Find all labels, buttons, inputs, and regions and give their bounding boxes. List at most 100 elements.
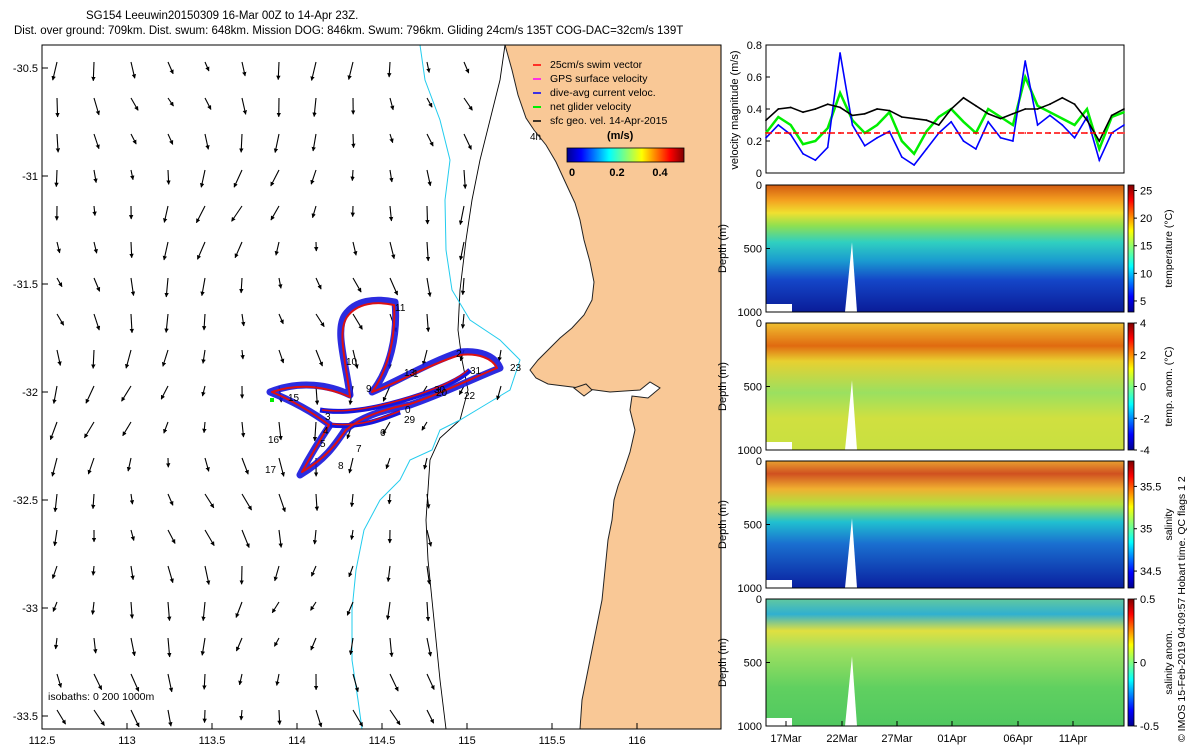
velocity-point-2-27 — [1098, 148, 1101, 150]
velocity-point-1-6 — [839, 52, 841, 54]
geo-arrow-149 — [241, 493, 253, 511]
section-2-cbar-tick-35.5: 35.5 — [1140, 481, 1161, 493]
velocity-point-1-7 — [851, 124, 854, 126]
section-0-cbar-tick-15: 15 — [1140, 241, 1152, 253]
map-y-tick--31: -31 — [22, 171, 38, 183]
section-fill-1 — [766, 323, 1124, 450]
velocity-point-2-26 — [1086, 108, 1088, 110]
geo-arrow-142 — [385, 457, 391, 470]
section-missing-corner-2 — [766, 580, 792, 588]
isobath-note: isobaths: 0 200 1000m — [48, 691, 154, 703]
geo-arrow-36 — [54, 169, 59, 188]
section-panel-1: 0 500 1000 Depth (m) -4 -2 0 2 4 temp. anom. (°C) — [717, 318, 1175, 457]
geo-arrow-145 — [91, 493, 96, 510]
geo-arrow-177 — [52, 601, 58, 612]
section-1-cbar-tick-0: 0 — [1140, 382, 1146, 394]
velocity-point-3-12 — [913, 132, 916, 134]
geo-arrow-111 — [121, 385, 132, 402]
map-y-tick--32: -32 — [22, 387, 38, 399]
map-x-tick-112.5: 112.5 — [29, 735, 56, 747]
geo-arrow-16 — [204, 97, 212, 110]
section-missing-wedge-0 — [845, 242, 857, 312]
geo-arrow-127 — [240, 421, 246, 438]
geo-arrow-88 — [202, 313, 207, 331]
geo-arrow-204 — [238, 673, 243, 686]
legend-label-swim: 25cm/s swim vector — [550, 59, 643, 71]
geo-arrow-178 — [90, 601, 96, 615]
geo-arrow-27 — [167, 133, 174, 145]
map-x-tick-114: 114 — [288, 735, 306, 747]
velocity-point-2-2 — [789, 124, 792, 126]
geo-arrow-144 — [53, 493, 58, 513]
velocity-point-0-13 — [925, 119, 928, 122]
time-x-tick-01Apr: 01Apr — [937, 733, 967, 745]
velocity-point-2-14 — [937, 116, 940, 118]
track-label-6: 6 — [380, 428, 386, 439]
track-label-3: 3 — [325, 412, 331, 423]
velocity-point-0-25 — [1073, 103, 1076, 106]
geo-arrow-200 — [93, 673, 103, 691]
geo-arrow-162 — [312, 529, 318, 545]
geo-arrow-135 — [126, 457, 132, 472]
geo-arrow-157 — [130, 529, 135, 541]
geo-arrow-208 — [389, 673, 399, 692]
velocity-point-3-8 — [863, 132, 866, 134]
velocity-point-3-26 — [1086, 132, 1088, 134]
geo-arrow-213 — [167, 709, 173, 727]
section-2-cbar-label: salinity — [1163, 508, 1175, 541]
velocity-ylabel: velocity magnitude (m/s) — [729, 50, 741, 169]
geo-arrow-102 — [278, 349, 285, 364]
geo-arrow-94 — [425, 313, 431, 333]
geo-arrow-5 — [241, 61, 247, 77]
geo-arrow-0 — [51, 61, 58, 81]
velocity-point-1-23 — [1049, 114, 1051, 117]
velocity-point-2-3 — [802, 143, 804, 146]
geo-arrow-2 — [130, 61, 137, 79]
geo-arrow-182 — [235, 601, 243, 618]
geo-arrow-170 — [204, 565, 211, 585]
velocity-point-0-11 — [900, 116, 903, 118]
geo-arrow-63 — [162, 241, 169, 261]
velocity-point-0-23 — [1049, 103, 1051, 106]
section-missing-corner-1 — [766, 442, 792, 450]
geo-arrow-129 — [312, 421, 318, 442]
geo-arrow-41 — [233, 169, 243, 188]
section-0-cbar-tick-5: 5 — [1140, 296, 1146, 308]
velocity-point-0-14 — [937, 124, 940, 126]
velocity-point-3-19 — [999, 132, 1002, 134]
velocity-point-3-11 — [900, 132, 903, 134]
track-label-31: 31 — [470, 366, 482, 377]
geo-arrow-17 — [241, 97, 247, 115]
map-x-tick-113.5: 113.5 — [199, 735, 226, 747]
geo-arrow-167 — [91, 565, 96, 576]
track-label-9: 9 — [366, 384, 372, 395]
section-3-colorbar — [1127, 598, 1135, 727]
geo-arrow-9 — [387, 61, 392, 78]
velocity-point-3-25 — [1073, 132, 1076, 134]
geo-arrow-75 — [164, 277, 169, 298]
geo-arrow-152 — [349, 493, 355, 508]
velocity-point-1-4 — [814, 159, 817, 162]
time-x-tick-06Apr: 06Apr — [1003, 733, 1033, 745]
section-0-cbar-tick-20: 20 — [1140, 213, 1152, 225]
velocity-point-1-17 — [974, 148, 977, 150]
geo-arrow-44 — [350, 169, 355, 182]
geo-arrow-139 — [278, 457, 285, 477]
geo-arrow-68 — [352, 241, 358, 256]
section-3-ylabel: Depth (m) — [717, 638, 729, 687]
geo-arrow-116 — [314, 385, 320, 406]
velocity-point-2-25 — [1073, 124, 1076, 126]
geo-arrow-132 — [421, 421, 428, 431]
section-2-cbar-tick-34.5: 34.5 — [1140, 566, 1161, 578]
velocity-y-tick-0.8: 0.8 — [747, 40, 762, 52]
geo-arrow-76 — [200, 277, 206, 297]
section-fill-3 — [766, 599, 1124, 726]
geo-arrow-165 — [426, 529, 433, 547]
geo-arrow-100 — [201, 349, 206, 364]
geo-arrow-155 — [52, 529, 58, 547]
title-line-1: SG154 Leeuwin20150309 16-Mar 00Z to 14-A… — [86, 10, 359, 22]
geo-arrow-147 — [167, 493, 174, 506]
track-label-0: 0 — [405, 405, 411, 416]
geo-arrow-216 — [277, 709, 282, 726]
velocity-point-3-24 — [1061, 132, 1064, 134]
